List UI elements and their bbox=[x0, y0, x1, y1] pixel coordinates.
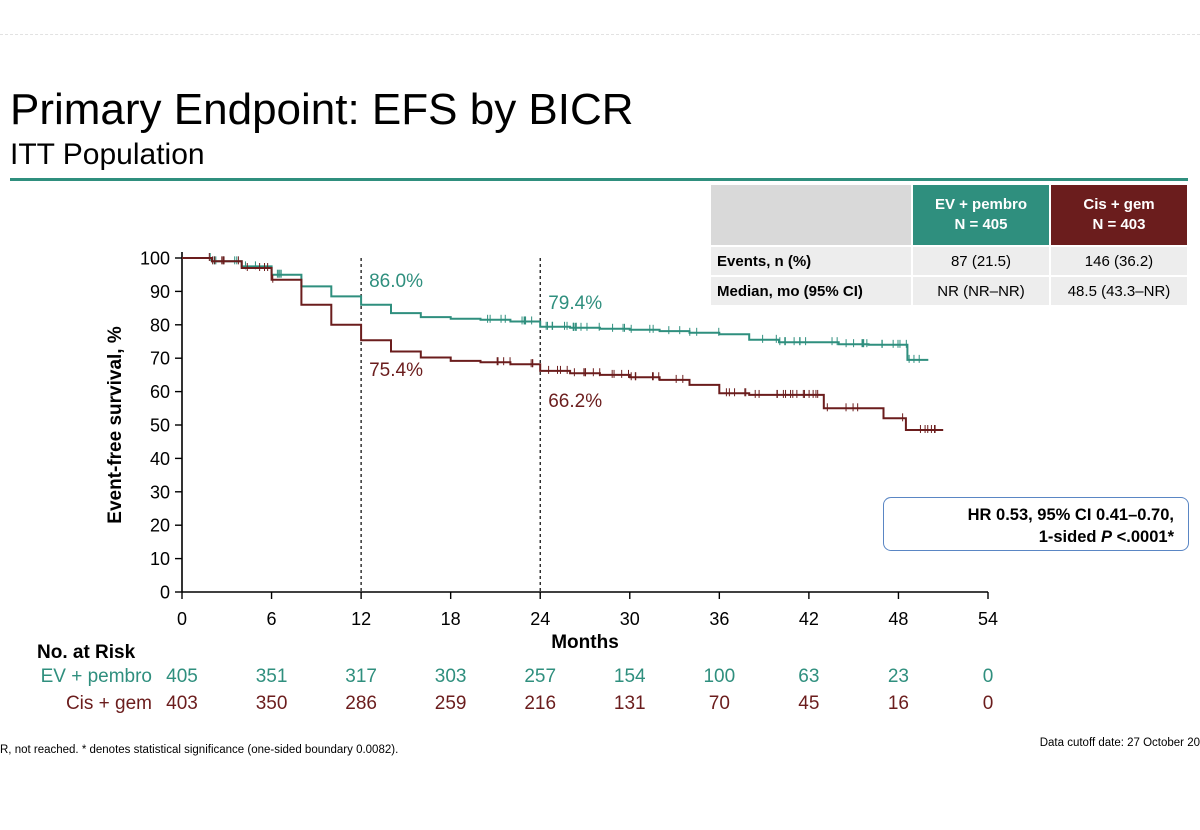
title-rule bbox=[10, 178, 1188, 181]
risk-table-header: No. at Risk bbox=[37, 642, 136, 663]
x-tick-label: 24 bbox=[530, 609, 550, 629]
risk-value: 45 bbox=[798, 693, 820, 714]
landmark-label: 79.4% bbox=[548, 293, 602, 314]
y-tick-label: 60 bbox=[150, 382, 170, 402]
summary-cell: 146 (36.2) bbox=[1049, 245, 1189, 277]
summary-table: EV + pembro N = 405 Cis + gem N = 403 Ev… bbox=[709, 183, 1189, 307]
hazard-ratio-line2: 1-sided P <.0001* bbox=[890, 526, 1174, 548]
summary-row-label: Events, n (%) bbox=[709, 245, 913, 277]
axes: 0 10 20 30 40 50 60 70 80 90 100 0 6 12 18 24 30 36 42 48 54… bbox=[105, 249, 998, 654]
arm-header-cis-gem: Cis + gem N = 403 bbox=[1049, 183, 1189, 247]
risk-row-label: Cis + gem bbox=[65, 693, 152, 714]
risk-value: 154 bbox=[613, 666, 646, 687]
x-axis-title: Months bbox=[551, 632, 619, 653]
reference-lines bbox=[360, 258, 541, 592]
x-tick-label: 18 bbox=[441, 609, 461, 629]
arm-header-ev-pembro-n: N = 405 bbox=[954, 216, 1008, 233]
y-tick-label: 20 bbox=[150, 516, 170, 536]
summary-row-median: Median, mo (95% CI) NR (NR–NR) 48.5 (43.… bbox=[709, 275, 1189, 307]
risk-value: 16 bbox=[887, 693, 909, 714]
x-tick-label: 12 bbox=[351, 609, 371, 629]
arm-header-ev-pembro-name: EV + pembro bbox=[934, 196, 1028, 213]
x-tick-label: 48 bbox=[888, 609, 908, 629]
hazard-ratio-line1: HR 0.53, 95% CI 0.41–0.70, bbox=[967, 506, 1174, 524]
arm-header-cis-gem-n: N = 403 bbox=[1092, 216, 1146, 233]
hr-p-symbol: P bbox=[1101, 528, 1113, 546]
x-tick-label: 30 bbox=[620, 609, 640, 629]
slide-top-border bbox=[0, 34, 1200, 35]
landmark-label: 86.0% bbox=[369, 271, 423, 292]
summary-row-label: Median, mo (95% CI) bbox=[709, 275, 913, 307]
risk-value: 403 bbox=[166, 693, 198, 714]
risk-row-label: EV + pembro bbox=[40, 666, 152, 687]
km-curve-cis-gem bbox=[182, 257, 944, 431]
y-tick-label: 40 bbox=[150, 449, 170, 469]
risk-value: 259 bbox=[434, 693, 467, 714]
landmark-label: 75.4% bbox=[369, 360, 423, 381]
risk-value: 351 bbox=[255, 666, 288, 687]
summary-cell: NR (NR–NR) bbox=[911, 275, 1051, 307]
risk-value: 63 bbox=[798, 666, 820, 687]
slide-title: Primary Endpoint: EFS by BICR bbox=[10, 85, 634, 134]
risk-value: 70 bbox=[708, 693, 730, 714]
summary-cell: 48.5 (43.3–NR) bbox=[1049, 275, 1189, 307]
risk-row-cis-gem: Cis + gem 403 350 286 259 216 131 70 45 16 0 bbox=[0, 693, 1200, 719]
chart-labels: 86.0% 79.4% 75.4% 66.2% bbox=[369, 271, 602, 412]
slide-subtitle: ITT Population bbox=[10, 138, 205, 171]
y-tick-label: 10 bbox=[150, 549, 170, 569]
hazard-ratio-box: HR 0.53, 95% CI 0.41–0.70, 1-sided P <.0… bbox=[883, 497, 1189, 551]
km-curve-ev-pembro bbox=[182, 257, 929, 361]
arm-header-ev-pembro: EV + pembro N = 405 bbox=[911, 183, 1051, 247]
x-tick-label: 42 bbox=[799, 609, 819, 629]
risk-value: 350 bbox=[255, 693, 288, 714]
x-tick-label: 54 bbox=[978, 609, 998, 629]
summary-header-row: EV + pembro N = 405 Cis + gem N = 403 bbox=[709, 183, 1189, 247]
km-chart: 0 10 20 30 40 50 60 70 80 90 100 0 6 12 18 24 30 36 42 48 54… bbox=[105, 249, 998, 654]
risk-value: 317 bbox=[345, 666, 377, 687]
y-tick-label: 70 bbox=[150, 349, 170, 369]
y-tick-label: 30 bbox=[150, 482, 170, 502]
x-tick-label: 6 bbox=[267, 609, 277, 629]
risk-value: 131 bbox=[613, 693, 646, 714]
risk-value: 405 bbox=[166, 666, 198, 687]
summary-cell: 87 (21.5) bbox=[911, 245, 1051, 277]
x-tick-label: 0 bbox=[177, 609, 187, 629]
summary-corner-cell bbox=[709, 183, 913, 247]
y-axis-title: Event-free survival, % bbox=[105, 326, 126, 524]
risk-value: 216 bbox=[524, 693, 557, 714]
risk-value: 286 bbox=[345, 693, 377, 714]
arm-header-cis-gem-name: Cis + gem bbox=[1083, 196, 1155, 213]
summary-row-events: Events, n (%) 87 (21.5) 146 (36.2) bbox=[709, 245, 1189, 277]
y-tick-label: 0 bbox=[160, 583, 170, 603]
risk-value: 23 bbox=[887, 666, 909, 687]
risk-value: 0 bbox=[982, 666, 994, 687]
x-tick-label: 36 bbox=[709, 609, 729, 629]
footnote: R, not reached. * denotes statistical si… bbox=[0, 744, 399, 756]
hr-pvalue-prefix: 1-sided bbox=[1038, 528, 1102, 546]
risk-value: 0 bbox=[982, 693, 994, 714]
risk-value: 100 bbox=[703, 666, 736, 687]
hr-pvalue-suffix: <.0001* bbox=[1112, 528, 1174, 546]
y-tick-label: 90 bbox=[150, 282, 170, 302]
risk-row-ev-pembro: EV + pembro 405 351 317 303 257 154 100 63 23 0 bbox=[0, 666, 1200, 692]
y-tick-label: 80 bbox=[150, 315, 170, 335]
risk-value: 257 bbox=[524, 666, 557, 687]
y-tick-label: 50 bbox=[150, 416, 170, 436]
data-cutoff-note: Data cutoff date: 27 October 20 bbox=[1039, 737, 1200, 749]
landmark-label: 66.2% bbox=[548, 391, 602, 412]
series-curves bbox=[182, 253, 944, 434]
risk-value: 303 bbox=[434, 666, 467, 687]
y-tick-label: 100 bbox=[140, 249, 170, 269]
